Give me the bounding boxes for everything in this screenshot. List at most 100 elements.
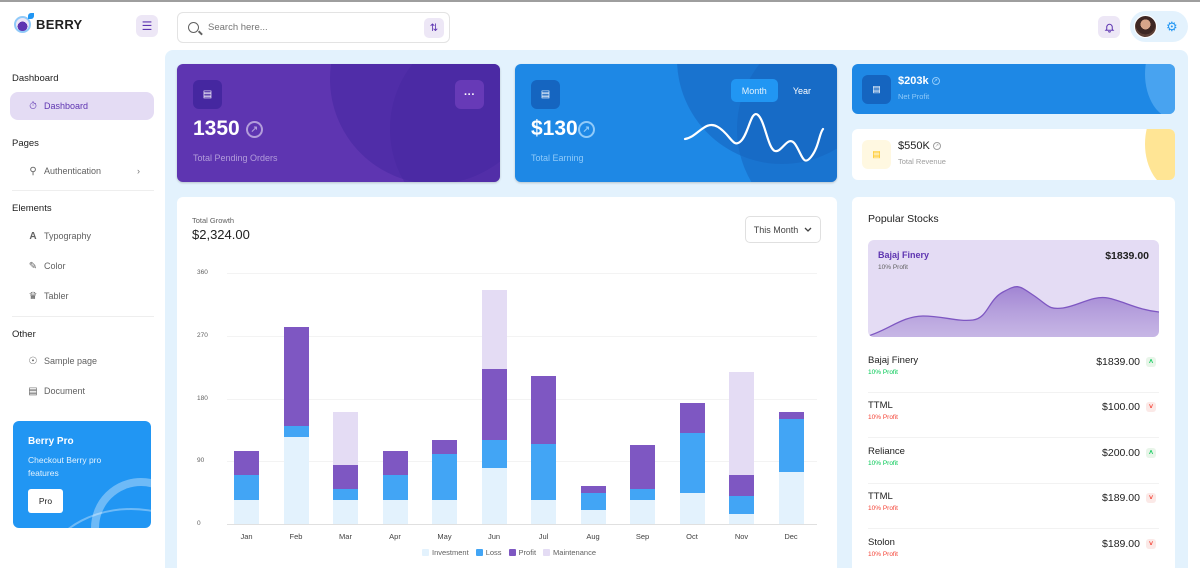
bar-segment-profit	[531, 375, 556, 444]
bar-segment-loss	[234, 475, 259, 500]
nav-caption-elements: Elements	[12, 203, 52, 214]
x-axis-tick: Mar	[339, 532, 352, 541]
more-options-button[interactable]: ···	[455, 80, 484, 109]
stock-price: $189.00	[1102, 492, 1140, 504]
divider	[12, 316, 154, 317]
legend-item-maintenance[interactable]: Maintenance	[543, 548, 596, 557]
bar-nov[interactable]	[729, 372, 754, 524]
menu-toggle-button[interactable]: ☰	[136, 15, 158, 37]
earning-sparkline	[683, 112, 825, 162]
net-profit-card: ▤ $203k ↗ Net Profit	[852, 64, 1175, 114]
bar-segment-profit	[630, 445, 655, 490]
period-select[interactable]: This Month	[745, 216, 821, 243]
bar-mar[interactable]	[333, 412, 358, 524]
dots-horizontal-icon: ···	[464, 88, 475, 101]
gridline	[227, 524, 817, 525]
divider	[868, 483, 1159, 484]
bar-oct[interactable]	[679, 403, 705, 524]
bar-segment-profit	[778, 412, 804, 420]
logo[interactable]: BERRY	[14, 13, 83, 33]
stock-list-item[interactable]: Bajaj Finery 10% Profit $1839.00 ˄	[868, 355, 1159, 400]
stock-name: TTML	[868, 400, 893, 411]
hamburger-icon: ☰	[141, 19, 153, 33]
bar-jul[interactable]	[531, 375, 556, 524]
brand-chrome-icon: ☉	[28, 355, 38, 367]
x-axis-tick: May	[437, 532, 452, 541]
x-axis-tick: Apr	[389, 532, 401, 541]
stock-profit: 10% Profit	[868, 551, 898, 558]
bar-segment-loss	[531, 443, 556, 500]
search-input[interactable]	[208, 22, 408, 33]
x-axis-tick: Jun	[487, 532, 501, 541]
growth-value: $2,324.00	[192, 227, 250, 242]
total-revenue-card: ▤ $550K ↗ Total Revenue	[852, 129, 1175, 180]
bar-segment-maintenance	[481, 290, 507, 369]
berry-logo-icon	[14, 13, 34, 33]
bar-apr[interactable]	[382, 450, 408, 524]
total-revenue-value: $550K	[898, 140, 930, 152]
bar-segment-profit	[283, 326, 309, 427]
pro-button[interactable]: Pro	[28, 489, 63, 513]
typography-icon: A	[29, 230, 37, 242]
bar-segment-profit	[234, 450, 259, 476]
stock-list-item[interactable]: TTML 10% Profit $100.00 ˅	[868, 400, 1159, 445]
divider	[12, 190, 154, 191]
stock-list-item[interactable]: Stolon 10% Profit $189.00 ˅	[868, 537, 1159, 582]
bar-segment-investment	[481, 468, 507, 524]
bar-feb[interactable]	[283, 326, 309, 524]
bar-segment-profit	[481, 368, 507, 441]
filter-button[interactable]: ⇅	[424, 18, 444, 38]
period-select-value: This Month	[753, 224, 799, 235]
sidebar-item-tabler[interactable]: ♛ Tabler	[10, 282, 154, 310]
main-content: ▤ ··· 1350 ↗ Total Pending Orders ▤ Mont…	[165, 50, 1188, 577]
credit-card-icon: ▤	[531, 80, 560, 109]
legend-item-profit[interactable]: Profit	[508, 548, 536, 557]
table-icon: ▤	[862, 75, 891, 104]
x-axis-tick: Feb	[289, 532, 303, 541]
bar-jun[interactable]	[481, 290, 507, 524]
notification-button[interactable]	[1098, 16, 1120, 38]
bar-jan[interactable]	[234, 450, 259, 524]
bar-dec[interactable]	[778, 412, 804, 524]
toggle-year[interactable]: Year	[792, 85, 811, 96]
bar-sep[interactable]	[630, 445, 655, 524]
toggle-month[interactable]: Month	[730, 79, 778, 102]
pending-orders-card: ▤ ··· 1350 ↗ Total Pending Orders	[177, 64, 500, 182]
bar-segment-loss	[729, 496, 754, 514]
stock-list-item[interactable]: TTML 10% Profit $189.00 ˅	[868, 491, 1159, 536]
sidebar-item-sample-page[interactable]: ☉ Sample page	[10, 347, 154, 375]
y-axis-tick: 360	[197, 269, 208, 276]
bar-segment-investment	[333, 499, 358, 524]
chevron-up-icon: ˄	[1146, 357, 1156, 367]
window-top-border	[0, 0, 1200, 2]
credit-card-icon: ▤	[193, 80, 222, 109]
x-axis-tick: Dec	[784, 532, 798, 541]
gridline	[227, 335, 817, 337]
sidebar-item-document[interactable]: ▤ Document	[10, 377, 154, 405]
bar-segment-investment	[382, 499, 408, 524]
key-icon: ⚲	[29, 165, 37, 177]
legend-item-loss[interactable]: Loss	[475, 548, 502, 557]
bar-aug[interactable]	[580, 485, 606, 524]
sidebar-item-authentication[interactable]: ⚲ Authentication ›	[10, 157, 154, 185]
y-axis-tick: 270	[197, 331, 208, 339]
profile-menu-button[interactable]: ⚙	[1130, 11, 1188, 42]
arrow-up-right-icon: ↗	[245, 120, 263, 138]
bar-segment-investment	[531, 499, 556, 524]
x-axis-tick: Aug	[586, 532, 600, 541]
bar-segment-investment	[679, 492, 705, 524]
sidebar-item-typography[interactable]: A Typography	[10, 222, 154, 250]
growth-label: Total Growth	[192, 216, 235, 225]
sidebar-item-label: Sample page	[44, 356, 98, 366]
bar-segment-maintenance	[729, 372, 754, 476]
total-growth-card: 360 270 180 90 0 Jan Feb Mar Apr May Jun Jul Aug Sep O…	[177, 197, 837, 577]
total-earning-card: ▤ Month Year $130 ↗ Total Earning	[515, 64, 837, 182]
legend-item-investment[interactable]: Investment	[422, 548, 469, 557]
sidebar-item-color[interactable]: ✎ Color	[10, 252, 154, 280]
nav-caption-other: Other	[12, 329, 36, 340]
sidebar-item-dashboard[interactable]: ⏱ Dashboard	[10, 92, 154, 120]
bar-may[interactable]	[432, 440, 457, 524]
bar-segment-loss	[382, 475, 408, 500]
stock-list-item[interactable]: Reliance 10% Profit $200.00 ˄	[868, 446, 1159, 491]
bar-segment-loss	[630, 489, 655, 500]
